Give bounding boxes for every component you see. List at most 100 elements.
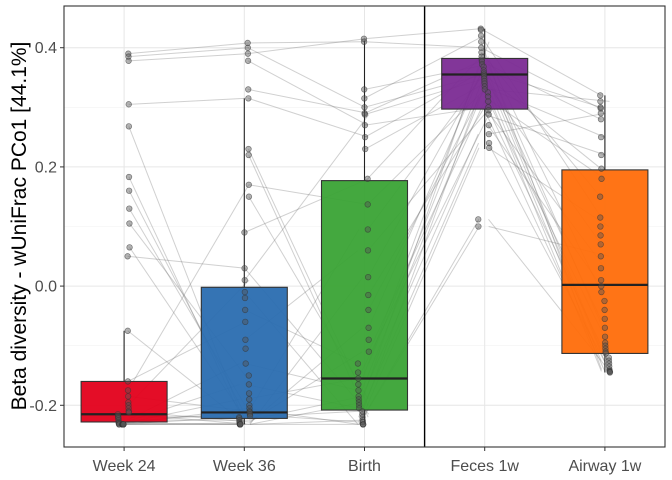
connection-line: [480, 47, 601, 109]
data-point: [124, 378, 132, 385]
connection-line: [483, 96, 606, 180]
data-point: [364, 274, 372, 281]
data-point: [244, 44, 251, 51]
connection-line: [118, 422, 250, 425]
box-birth: [320, 40, 409, 425]
data-point: [485, 111, 492, 118]
connection-line: [247, 60, 368, 126]
data-point: [598, 282, 605, 290]
data-point: [598, 288, 605, 296]
box-body: [80, 380, 168, 423]
data-point: [485, 139, 493, 147]
data-point: [245, 86, 252, 93]
connection-line: [248, 97, 369, 138]
connection-line: [364, 41, 482, 49]
data-point: [364, 201, 371, 208]
connection-line: [127, 184, 250, 391]
connection-line: [128, 53, 249, 62]
connection-line: [363, 28, 482, 40]
data-point: [245, 145, 252, 153]
data-point: [246, 412, 254, 420]
data-point: [481, 75, 488, 82]
data-point: [601, 306, 608, 314]
data-point: [244, 57, 252, 64]
data-point: [360, 38, 368, 45]
data-point: [124, 327, 131, 334]
data-point: [597, 253, 604, 260]
data-point: [480, 73, 488, 80]
data-point: [597, 232, 604, 239]
data-point: [126, 244, 133, 251]
data-point: [485, 122, 492, 129]
data-point: [597, 265, 605, 272]
data-point: [478, 56, 485, 63]
connection-line: [118, 422, 240, 425]
data-point: [478, 38, 485, 45]
connection-line: [487, 112, 606, 135]
data-point: [598, 151, 605, 159]
data-point: [120, 421, 127, 428]
data-point: [598, 175, 605, 182]
connection-line: [244, 114, 370, 281]
x-axis-ticks: Week 24 Week 36 Birth Feces 1w Airway 1w: [93, 447, 642, 475]
data-point: [242, 360, 249, 367]
y-axis-ticks: -0.2 0.0 0.2 0.4: [29, 40, 64, 415]
data-point: [125, 123, 133, 130]
data-point: [602, 348, 609, 355]
data-point: [125, 101, 132, 108]
x-tick-label: Feces 1w: [450, 458, 519, 475]
data-point: [364, 175, 371, 182]
connection-line: [247, 41, 365, 44]
data-point: [355, 375, 362, 382]
data-point: [365, 306, 372, 314]
data-point: [364, 226, 372, 233]
data-point: [241, 306, 249, 314]
data-point: [477, 32, 485, 39]
connection-line: [128, 47, 249, 58]
connection-line: [128, 42, 249, 55]
data-point: [596, 193, 604, 200]
data-point: [361, 86, 368, 93]
y-tick-label: 0.0: [35, 279, 57, 296]
data-point: [475, 223, 482, 230]
data-point: [597, 110, 604, 117]
data-point: [601, 333, 609, 340]
connection-line: [484, 113, 606, 156]
data-point: [244, 50, 252, 57]
data-point: [246, 396, 253, 403]
connection-line: [480, 28, 602, 96]
box-airway-1w: [561, 95, 649, 373]
data-point: [486, 144, 493, 151]
data-point: [361, 122, 369, 129]
data-point: [241, 276, 248, 284]
connection-line: [127, 255, 246, 269]
data-point: [597, 241, 604, 248]
data-point: [597, 133, 605, 141]
data-point: [360, 421, 367, 428]
box-body: [200, 286, 288, 419]
data-point: [597, 92, 604, 99]
data-point: [242, 318, 249, 326]
data-point: [125, 409, 133, 416]
data-point: [126, 220, 133, 227]
connection-line: [248, 88, 368, 114]
data-point: [242, 336, 249, 343]
data-point: [601, 297, 608, 305]
box-body: [320, 180, 409, 411]
x-tick-label: Week 36: [213, 458, 276, 475]
data-point: [606, 369, 614, 376]
data-point: [241, 294, 249, 302]
data-point: [362, 145, 369, 153]
data-point: [597, 276, 605, 284]
data-point: [246, 411, 254, 418]
data-point: [245, 95, 252, 102]
data-point: [484, 93, 492, 100]
data-point: [477, 26, 485, 33]
data-point: [245, 181, 252, 188]
data-point: [601, 315, 608, 323]
data-point: [485, 98, 492, 105]
data-point: [242, 345, 249, 352]
data-point: [602, 350, 609, 357]
y-tick-label: -0.2: [29, 398, 57, 415]
